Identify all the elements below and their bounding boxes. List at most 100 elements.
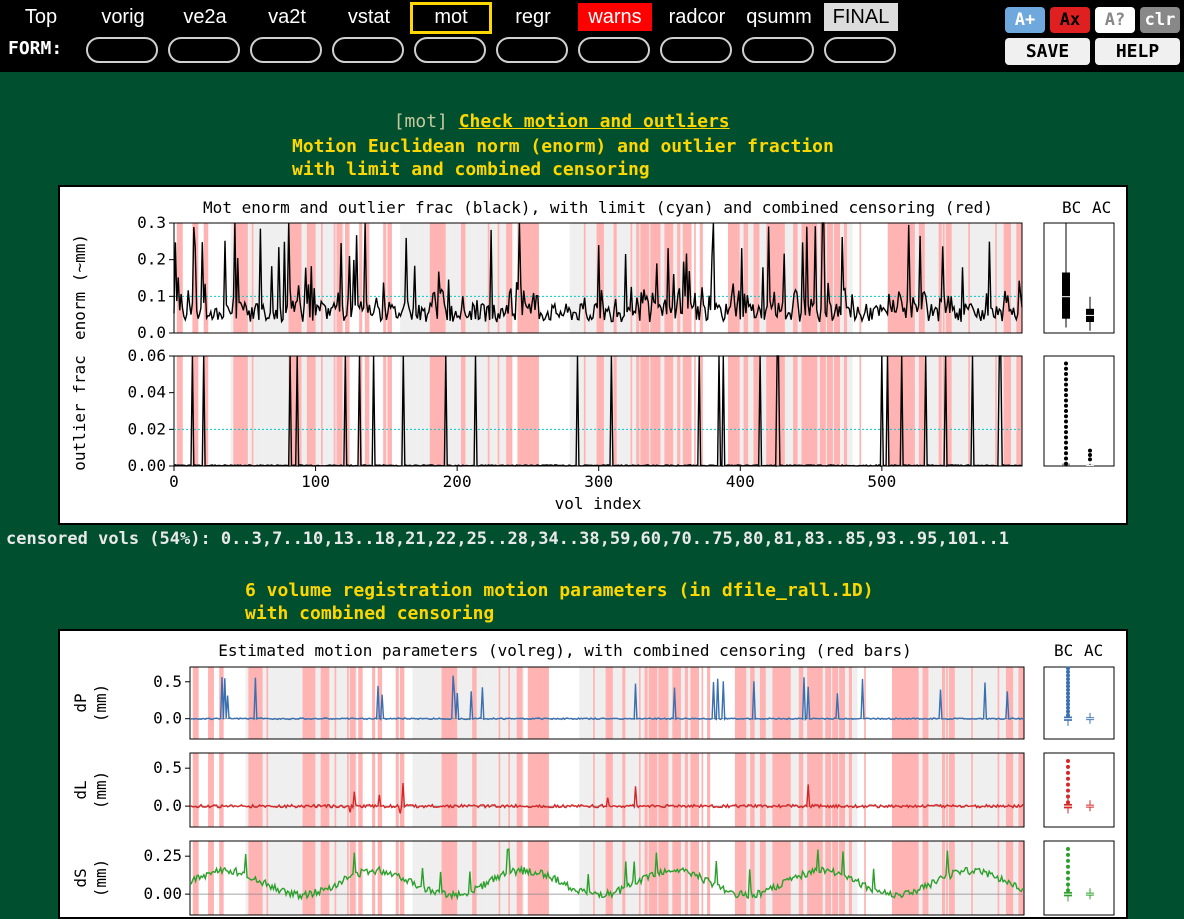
fig1-enorm-gray-band [315,223,318,333]
fig2-dP-censor-band [210,667,213,739]
fig1-enorm-gray-band [421,223,424,333]
fig1-enorm-gray-band [616,223,619,333]
fig1-enorm-gray-band [261,223,264,333]
fig2-dL-gray-band [746,753,748,827]
fig2-dL-gray-band [340,753,342,827]
fig2-dL-gray-band [853,753,855,827]
form-field-qsumm[interactable] [742,37,814,63]
fig2-dP-gray-band [588,667,591,739]
fig2-dP-bc-outlier-point [1066,669,1070,674]
fig2-dS-gray-band [416,841,419,915]
fig1-outlier-frac-gray-band [415,356,418,466]
clear-button[interactable]: clr [1140,7,1180,33]
fig2-dS-censor-band [843,841,845,915]
help-button[interactable]: HELP [1095,38,1180,65]
nav-link-top[interactable]: Top [24,6,58,28]
fig1-boxplot-frame [1043,355,1115,467]
fig2-dS-gray-band [823,841,826,915]
fig2-dS-gray-band [996,841,998,915]
fig1-outlier-frac-censor-band [528,356,531,466]
nav-link-vstat[interactable]: vstat [347,6,391,28]
fig1-enorm-censor-band [664,223,667,333]
fig2-dP-censor-band [351,667,353,739]
fig1-enorm-censor-band [243,223,245,333]
fig1-outlier-frac-censor-band [783,356,785,466]
fig1-enorm-censor-band [524,223,527,333]
fig1-enorm-gray-band [415,223,418,333]
fig1-outlier-frac-gray-band [595,356,597,466]
nav-link-regr[interactable]: regr [515,6,551,28]
fig2-dS-gray-band [657,841,659,915]
fig1-outlier-frac-censor-band [838,356,840,466]
fig2-dP-censor-band [894,667,897,739]
fig2-dL-censor-band [452,753,455,827]
form-field-va2t[interactable] [250,37,322,63]
fig2-dL-gray-band [805,753,808,827]
nav-link-mot[interactable]: mot [410,2,492,34]
fig2-dP-gray-band [488,667,491,739]
fig1-boxplot-frame [1043,222,1115,334]
fig2-dL-gray-band [993,753,996,827]
fig2-dL-censor-band [752,753,755,827]
form-field-final[interactable] [824,37,896,63]
help-toggle-button[interactable]: A? [1095,7,1135,33]
font-increase-button[interactable]: A+ [1005,7,1045,33]
fig1-outlier-frac-gray-band [329,356,332,466]
form-field-radcor[interactable] [660,37,732,63]
nav-link-qsumm[interactable]: qsumm [746,6,812,28]
fig2-dS-gray-band [584,841,587,915]
form-field-vorig[interactable] [86,37,158,63]
nav-link-warns[interactable]: warns [578,3,652,31]
nav-link-radcor[interactable]: radcor [668,6,726,28]
fig1-outlier-frac-gray-band [469,356,472,466]
fig1-enorm-gray-band [418,223,421,333]
fig2-dS-gray-band [580,841,583,915]
fig2-dS-censor-band [840,841,843,915]
fig1-outlier-frac-censor-band [436,356,439,466]
fig1-outlier-frac-censor-band [1019,356,1021,466]
nav-link-ve2a[interactable]: ve2a [183,6,227,28]
fig1-enorm-gray-band [1000,223,1003,333]
nav-link-vorig[interactable]: vorig [101,6,145,28]
fig2-dP-gray-band [292,667,295,739]
fig1-outlier-frac-censor-band [599,356,602,466]
fig2-dS-censor-band [519,841,522,915]
fig1-enorm-gray-band [586,223,589,333]
fig2-dP-censor-band [1010,667,1012,739]
form-field-vstat[interactable] [332,37,404,63]
save-button[interactable]: SAVE [1005,38,1090,65]
fig2-dP-censor-band [545,667,548,739]
fig1-enorm-gray-band [456,223,459,333]
fig2-dL-censor-band [662,753,665,827]
form-field-mot[interactable] [414,37,486,63]
fig2-dL-gray-band [263,753,266,827]
fig2-dS-censor-band [673,841,676,915]
fig1-outlier-frac-censor-band [524,356,527,466]
fig2-dS-gray-band [283,841,285,915]
fig1-enorm-series-line [173,222,1023,324]
nav-link-va2t[interactable]: va2t [268,6,306,28]
form-field-warns[interactable] [578,37,650,63]
fig1-outlier-frac-gray-band [260,356,262,466]
fig2-dS-censor-band [527,841,530,915]
section-title[interactable]: Check motion and outliers [458,111,730,132]
fig2-dS-gray-band [513,841,516,915]
nav-link-final[interactable]: FINAL [824,3,898,31]
fig2-dP-gray-band [947,667,950,739]
fig2-dL-censor-band [783,753,786,827]
font-reset-button[interactable]: Ax [1050,7,1090,33]
fig1-outlier-frac-censor-band [733,356,736,466]
fig2-dL-gray-band [319,753,321,827]
fig2-dL-censor-band [473,753,476,827]
form-field-regr[interactable] [496,37,568,63]
form-field-ve2a[interactable] [168,37,240,63]
fig2-dP-gray-band [422,667,424,739]
fig1-x-tick-label: 100 [301,472,330,491]
fig2-dS-gray-band [921,841,923,915]
fig1-enorm-censor-band [938,223,941,333]
fig1-enorm-censor-band [299,223,302,333]
fig2-dP-censor-band [782,667,784,739]
fig2-dP-gray-band [495,667,498,739]
fig1-outlier-frac-censor-band [383,356,385,466]
fig2-dL-gray-band [488,753,491,827]
